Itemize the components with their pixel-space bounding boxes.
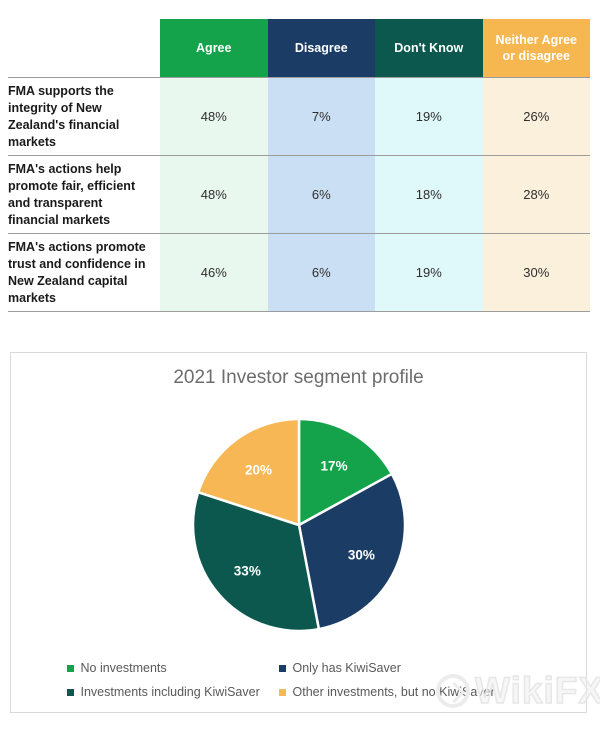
- investor-segment-pie-chart: 17% 30% 33% 20%: [191, 417, 406, 633]
- value-cell: 19%: [375, 233, 483, 312]
- legend-item: No investments: [66, 661, 279, 675]
- pie-slice-label: 30%: [347, 547, 374, 562]
- legend-marker-icon: [66, 688, 74, 696]
- legend-item: Only has KiwiSaver: [278, 661, 531, 675]
- value-cell: 48%: [160, 77, 268, 156]
- legend-item: Investments including KiwiSaver: [66, 685, 279, 699]
- table-corner-cell: [8, 19, 160, 78]
- table-row: FMA's actions promote trust and confiden…: [8, 233, 590, 312]
- value-cell: 18%: [375, 155, 483, 234]
- value-cell: 28%: [482, 155, 590, 234]
- survey-results-table: Agree Disagree Don't Know Neither Agree or …: [8, 19, 590, 312]
- pie-slice-label: 17%: [320, 459, 347, 474]
- pie-slice-3: [196, 417, 300, 527]
- legend-marker-icon: [66, 664, 74, 672]
- column-header: Don't Know: [375, 19, 483, 78]
- legend-label: Investments including KiwiSaver: [80, 685, 260, 699]
- value-cell: 6%: [267, 233, 375, 312]
- column-header: Disagree: [267, 19, 375, 78]
- pie-slice-label: 20%: [244, 462, 271, 477]
- value-cell: 19%: [375, 77, 483, 156]
- pie-slice-1: [297, 472, 406, 631]
- value-cell: 48%: [160, 155, 268, 234]
- row-label: FMA's actions help promote fair, efficie…: [8, 155, 160, 234]
- legend-label: Other investments, but no KiwiSaver: [292, 685, 495, 699]
- value-cell: 7%: [267, 77, 375, 156]
- legend-label: Only has KiwiSaver: [292, 661, 401, 675]
- legend-marker-icon: [278, 688, 286, 696]
- legend-marker-icon: [278, 664, 286, 672]
- chart-title: 2021 Investor segment profile: [173, 367, 424, 388]
- pie-slice-0: [297, 417, 393, 527]
- chart-legend: No investments Only has KiwiSaver Investme…: [11, 661, 586, 699]
- pie-chart-card: 2021 Investor segment profile 17% 30% 33% 2…: [10, 352, 587, 713]
- column-header: Agree: [160, 19, 268, 78]
- legend-item: Other investments, but no KiwiSaver: [278, 685, 531, 699]
- row-label: FMA supports the integrity of New Zealan…: [8, 77, 160, 156]
- value-cell: 6%: [267, 155, 375, 234]
- row-label: FMA's actions promote trust and confiden…: [8, 233, 160, 312]
- table-row: FMA supports the integrity of New Zealan…: [8, 77, 590, 156]
- pie-slice-label: 33%: [233, 564, 260, 579]
- table-header-row: Agree Disagree Don't Know Neither Agree or …: [8, 19, 590, 78]
- legend-label: No investments: [80, 661, 167, 675]
- table-row: FMA's actions help promote fair, efficie…: [8, 155, 590, 234]
- value-cell: 30%: [482, 233, 590, 312]
- column-header: Neither Agree or disagree: [482, 19, 590, 78]
- value-cell: 46%: [160, 233, 268, 312]
- pie-slice-2: [191, 490, 320, 633]
- value-cell: 26%: [482, 77, 590, 156]
